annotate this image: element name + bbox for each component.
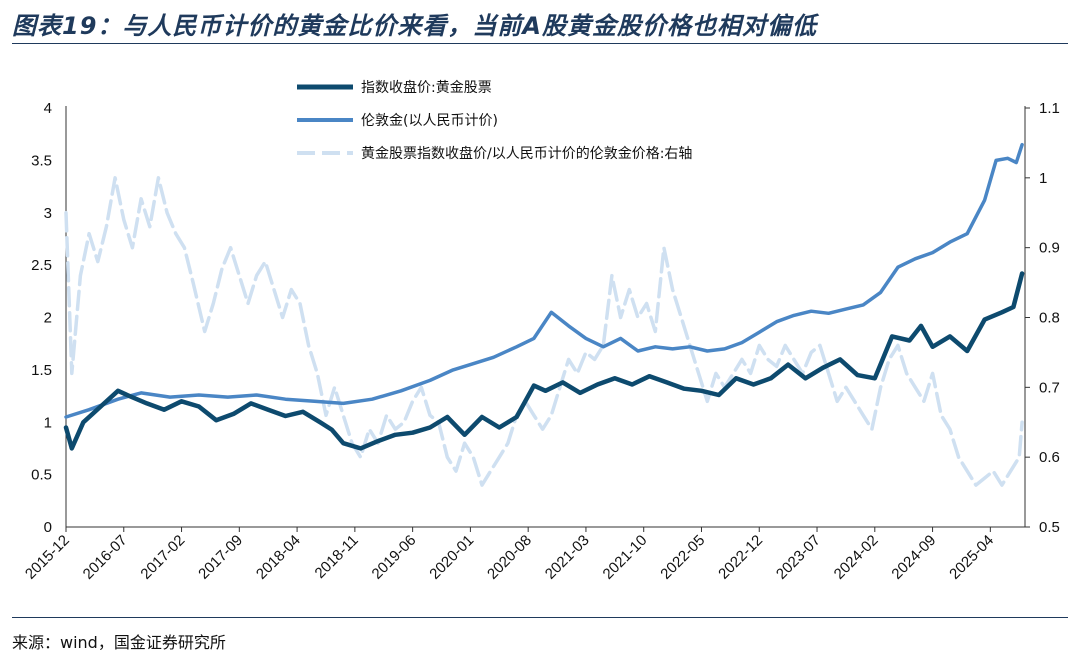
- x-tick-label: 2022-05: [657, 532, 708, 583]
- title-divider: [12, 43, 1068, 44]
- left-tick-label: 4: [44, 100, 52, 117]
- left-tick-label: 3: [44, 205, 52, 222]
- source-note: 来源：wind，国金证券研究所: [12, 633, 226, 652]
- right-tick-label: 0.9: [1039, 240, 1060, 257]
- left-tick-label: 2.5: [31, 257, 52, 274]
- left-tick-label: 0.5: [31, 467, 52, 484]
- x-tick-label: 2021-03: [542, 532, 593, 583]
- right-tick-label: 1: [1039, 170, 1047, 187]
- left-tick-label: 1.5: [31, 362, 52, 379]
- legend-label-ratio: 黄金股票指数收盘价/以人民币计价的伦敦金价格:右轴: [361, 145, 692, 162]
- series-layer: [63, 142, 1025, 487]
- x-tick-label: 2020-01: [426, 532, 477, 583]
- right-tick-label: 1.1: [1039, 100, 1060, 117]
- left-tick-label: 2: [44, 310, 52, 327]
- x-tick-label: 2025-04: [946, 532, 997, 583]
- right-tick-label: 0.8: [1039, 310, 1060, 327]
- legend: 指数收盘价:黄金股票 伦敦金(以人民币计价) 黄金股票指数收盘价/以人民币计价的…: [297, 79, 692, 162]
- x-tick-label: 2020-08: [484, 532, 535, 583]
- legend-label-london-gold: 伦敦金(以人民币计价): [361, 113, 498, 129]
- x-tick-label: 2024-09: [888, 532, 939, 583]
- x-tick-label: 2016-07: [80, 532, 131, 583]
- x-tick-label: 2018-11: [312, 532, 362, 582]
- x-tick-label: 2018-04: [253, 532, 304, 583]
- chart-title: 图表19：与人民币计价的黄金比价来看，当前A股黄金股价格也相对偏低: [12, 12, 817, 40]
- x-tick-label: 2024-02: [831, 532, 882, 583]
- right-tick-label: 0.5: [1039, 519, 1060, 536]
- x-tick-label: 2019-06: [368, 532, 419, 583]
- x-tick-label: 2021-10: [600, 532, 651, 583]
- x-tick-label: 2023-07: [773, 532, 824, 583]
- right-tick-label: 0.6: [1039, 449, 1060, 466]
- source-divider: [12, 617, 1068, 618]
- series-gold-stock-index: [63, 271, 1025, 451]
- x-tick-label: 2022-12: [715, 532, 766, 583]
- left-tick-label: 1: [44, 414, 52, 431]
- x-tick-label: 2017-09: [195, 532, 246, 583]
- right-tick-label: 0.7: [1039, 379, 1060, 396]
- left-tick-label: 0: [44, 519, 52, 536]
- left-tick-label: 3.5: [31, 152, 52, 169]
- legend-label-gold-stock: 指数收盘价:黄金股票: [361, 79, 492, 96]
- x-tick-label: 2017-02: [137, 532, 188, 583]
- series-ratio: [64, 176, 1024, 487]
- series-london-gold-cny: [64, 142, 1024, 419]
- x-tick-label: 2015-12: [22, 532, 73, 583]
